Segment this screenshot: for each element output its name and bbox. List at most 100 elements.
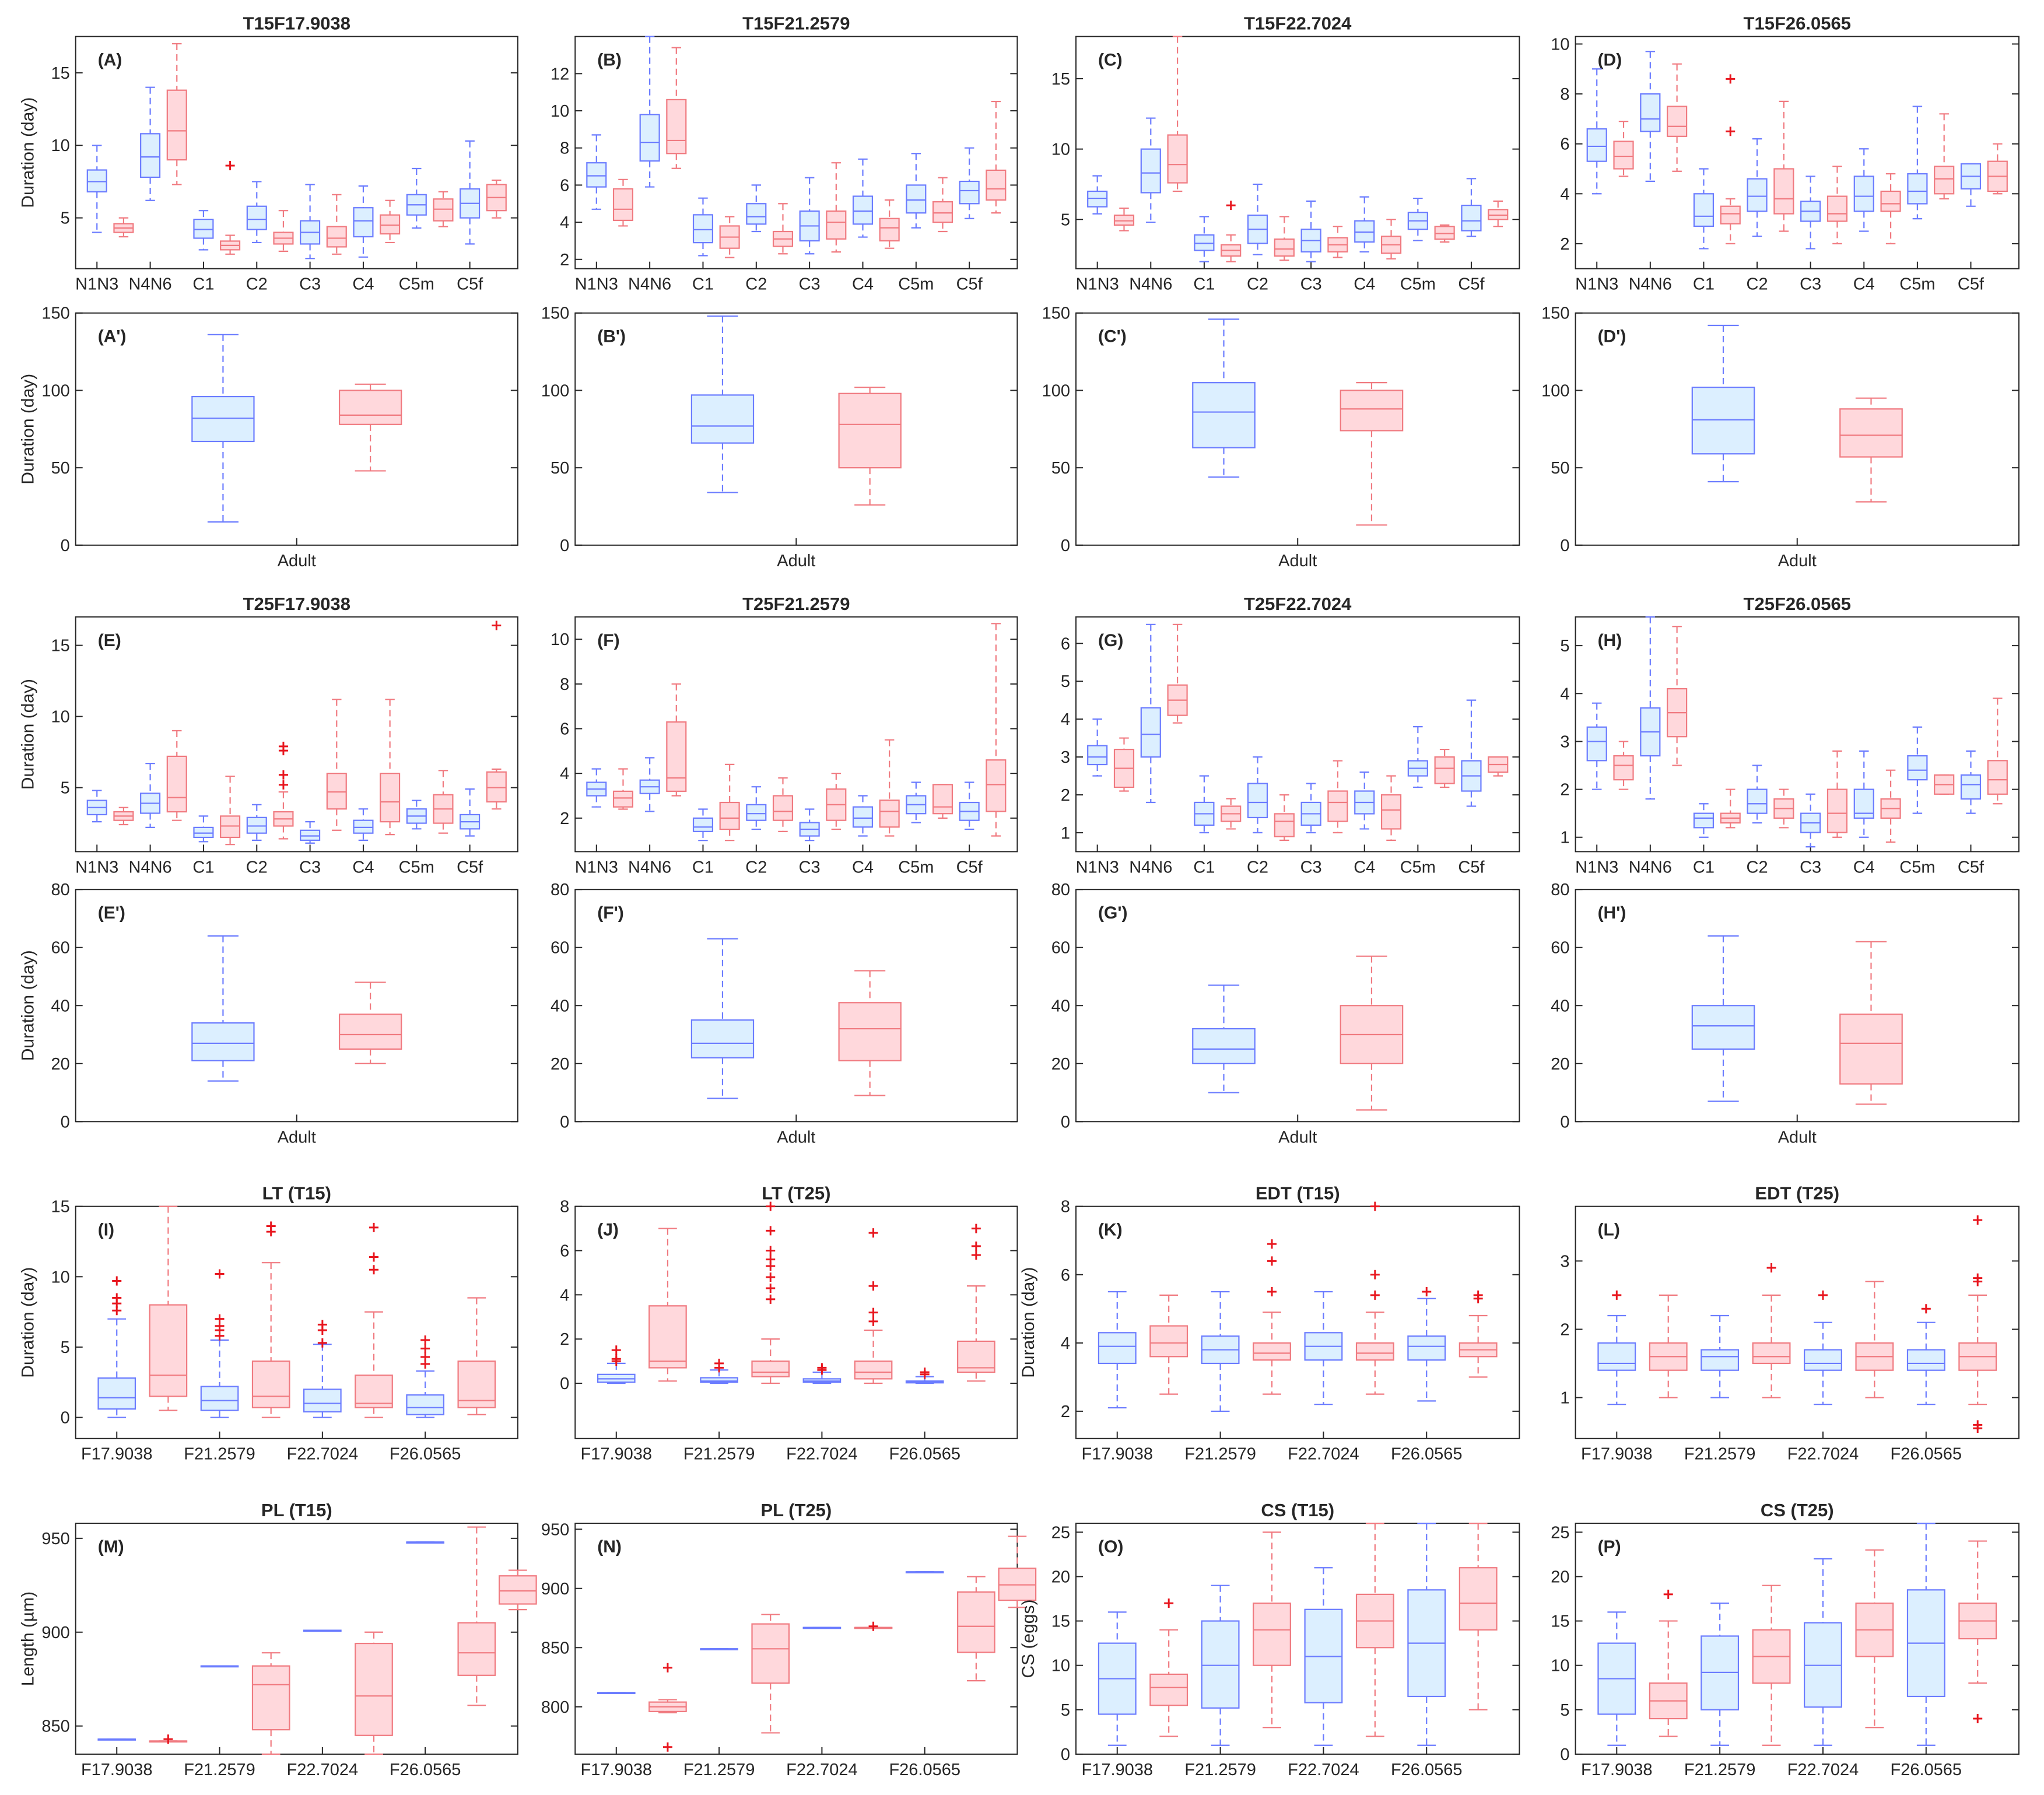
box-iqr (1340, 390, 1404, 432)
box-blue (86, 790, 107, 823)
box-blue (692, 197, 714, 257)
box-iqr (1201, 1620, 1240, 1709)
x-tick-label: C1 (692, 275, 714, 294)
x-tick-label: C5m (898, 858, 934, 877)
y-tick-label: 20 (1051, 1568, 1070, 1586)
box-blue (1747, 138, 1768, 237)
box-blue (406, 1541, 445, 1544)
box-iqr (1113, 214, 1135, 226)
x-tick-label: C1 (1193, 858, 1215, 877)
box-blue (246, 804, 267, 841)
box-iqr (986, 169, 1007, 201)
x-tick-label: F21.2579 (184, 1761, 255, 1779)
box-iqr (380, 773, 401, 823)
box-blue (906, 153, 927, 229)
box-iqr (433, 198, 454, 222)
y-tick-label: 2 (1560, 1320, 1569, 1339)
box-iqr (355, 1642, 393, 1736)
y-tick-label: 5 (1560, 637, 1569, 655)
plot-frame (1575, 1523, 2020, 1755)
box-blue (246, 181, 267, 244)
box-red (1488, 200, 1509, 227)
box-iqr (612, 790, 634, 808)
box-red (719, 216, 740, 258)
panel-label: (L) (1598, 1221, 1620, 1240)
box-iqr (499, 1575, 537, 1605)
box-blue (140, 763, 161, 828)
y-tick-label: 5 (1061, 211, 1070, 229)
box-blue (1640, 51, 1661, 182)
y-tick-label: 6 (560, 176, 569, 195)
plot-frame (75, 36, 518, 269)
panel-title: T25F21.2579 (742, 594, 850, 614)
box-iqr (1192, 1028, 1256, 1064)
box-iqr (353, 819, 374, 834)
y-tick-label: 25 (1051, 1523, 1070, 1542)
plot-frame (1575, 312, 2020, 546)
y-tick-label: 850 (41, 1717, 69, 1736)
box-blue (852, 158, 874, 238)
outlier-marker (266, 1221, 276, 1231)
box-iqr (1853, 176, 1874, 212)
box-red (1113, 207, 1135, 232)
box-red (1113, 737, 1135, 792)
box-iqr (1434, 226, 1455, 240)
outlier-marker (971, 1241, 981, 1251)
box-red (1274, 216, 1295, 261)
outlier-marker (369, 1222, 379, 1232)
box-iqr (355, 1375, 393, 1408)
box-red (1253, 1531, 1291, 1729)
box-red (1459, 1523, 1498, 1710)
box-blue (1098, 1611, 1137, 1746)
box-red (1839, 397, 1903, 503)
outlier-marker (971, 1223, 981, 1233)
panel-i: 0 5 10 15 F17.9038 F21.2579 F22.7024 F26.0565 LT… (19, 1183, 518, 1464)
x-tick-label: F21.2579 (683, 1445, 755, 1464)
outlier-marker (868, 1621, 878, 1631)
x-tick-label: N4N6 (628, 275, 671, 294)
y-tick-label: 15 (1551, 1612, 1569, 1631)
box-iqr (1407, 1335, 1446, 1361)
plot-frame (75, 616, 518, 853)
box-iqr (1701, 1349, 1740, 1371)
x-tick-label: C5f (1958, 275, 1985, 294)
box-iqr (1355, 1342, 1394, 1361)
box-red (113, 217, 134, 238)
y-tick-label: 5 (1061, 1701, 1070, 1720)
y-tick-label: 2 (1061, 786, 1070, 805)
box-iqr (1613, 755, 1634, 781)
box-iqr (690, 394, 755, 444)
x-tick-label: F22.7024 (1288, 1445, 1359, 1464)
box-iqr (1253, 1603, 1291, 1666)
x-tick-label: F17.9038 (1581, 1761, 1653, 1779)
box-iqr (457, 1360, 496, 1408)
box-blue (1247, 183, 1268, 255)
plot-frame (1575, 616, 2020, 853)
x-tick-label: C3 (1800, 858, 1821, 877)
panel-label: (A) (98, 51, 122, 70)
box-red (486, 179, 507, 219)
panel-b2: 0 50 100 150 Adult (B') (541, 304, 1018, 570)
panel-h2: 0 20 40 60 80 Adult (H') (1551, 881, 2020, 1147)
box-iqr (1691, 387, 1755, 455)
panel-c: 5 10 15 N1N3 N4N6 C1 C2 C3 C4 C5m C5f T15F22.7024 (C… (1051, 13, 1520, 294)
outlier-marker (1663, 1589, 1673, 1599)
outlier-marker (1726, 74, 1736, 84)
outlier-marker (868, 1316, 878, 1326)
y-tick-label: 2 (560, 251, 569, 269)
box-iqr (751, 1623, 790, 1684)
box-iqr (486, 771, 507, 803)
box-red (355, 1222, 393, 1418)
y-axis-label: Duration (day) (19, 950, 38, 1061)
box-blue (353, 185, 374, 258)
box-blue (700, 1648, 738, 1650)
box-iqr (1720, 205, 1741, 225)
box-red (1880, 769, 1901, 843)
y-tick-label: 50 (51, 459, 69, 478)
box-blue (1586, 702, 1607, 790)
box-iqr (1640, 93, 1661, 132)
y-tick-label: 50 (1551, 459, 1569, 478)
x-tick-label: F21.2579 (1684, 1445, 1756, 1464)
box-red (854, 1621, 893, 1631)
panel-label: (M) (98, 1537, 124, 1556)
